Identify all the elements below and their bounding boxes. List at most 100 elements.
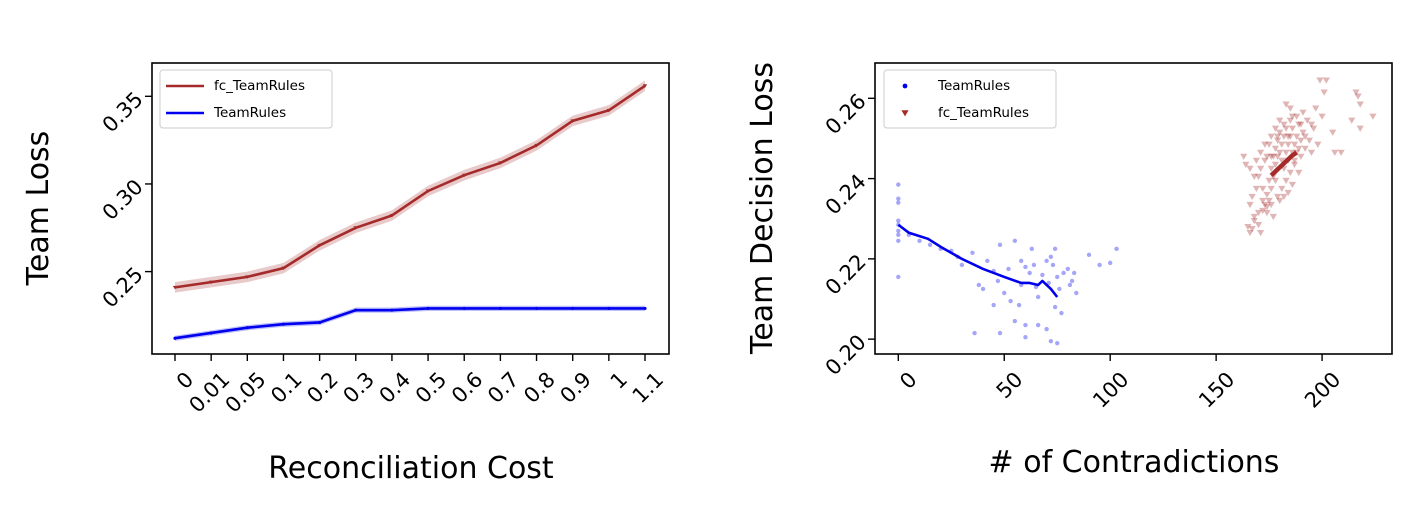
right-point-fc_TeamRules xyxy=(1263,209,1271,217)
right-point-TeamRules xyxy=(1035,322,1041,328)
right-series-fc_TeamRules xyxy=(1240,77,1377,237)
right-point-fc_TeamRules xyxy=(1248,225,1256,233)
right-point-fc_TeamRules xyxy=(1299,109,1307,116)
left-point xyxy=(606,108,612,113)
left-point xyxy=(354,308,358,312)
right-legend-marker-fc_TeamRules xyxy=(901,110,909,117)
right-point-fc_TeamRules xyxy=(1254,221,1263,229)
left-point xyxy=(498,306,502,311)
right-point-fc_TeamRules xyxy=(1316,77,1324,84)
left-legend-label-fc_TeamRules: fc_TeamRules xyxy=(214,78,305,94)
right-point-TeamRules xyxy=(1061,270,1066,276)
right-point-fc_TeamRules xyxy=(1305,137,1313,144)
right-point-TeamRules xyxy=(896,200,901,205)
right-point-fc_TeamRules xyxy=(1267,133,1275,140)
right-point-fc_TeamRules xyxy=(1314,141,1322,148)
right-point-fc_TeamRules xyxy=(1284,141,1292,148)
right-point-TeamRules xyxy=(1035,294,1041,300)
left-line-TeamRules xyxy=(174,307,645,340)
right-point-fc_TeamRules xyxy=(1244,223,1252,231)
right-point-TeamRules xyxy=(995,278,1001,284)
right-point-fc_TeamRules xyxy=(1250,217,1258,225)
left-x-axis-label: Reconciliation Cost xyxy=(268,451,554,486)
right-point-TeamRules xyxy=(1074,290,1079,296)
right-point-TeamRules xyxy=(959,262,965,268)
right-point-fc_TeamRules xyxy=(1240,153,1248,160)
right-point-TeamRules xyxy=(991,302,996,308)
right-point-TeamRules xyxy=(1059,310,1064,316)
right-point-fc_TeamRules xyxy=(1278,185,1286,193)
left-series-TeamRules xyxy=(173,305,647,341)
right-point-fc_TeamRules xyxy=(1271,161,1280,168)
right-point-fc_TeamRules xyxy=(1312,105,1320,112)
right-point-TeamRules xyxy=(1029,246,1034,252)
right-legend-label-TeamRules: TeamRules xyxy=(937,78,1010,94)
right-point-fc_TeamRules xyxy=(1320,89,1328,96)
left-point xyxy=(318,320,322,325)
right-point-TeamRules xyxy=(1008,298,1013,304)
left-point xyxy=(317,243,322,248)
right-point-fc_TeamRules xyxy=(1280,193,1288,201)
right-point-fc_TeamRules xyxy=(1273,133,1282,140)
right-trend-fc_TeamRules xyxy=(1269,150,1298,178)
right-point-fc_TeamRules xyxy=(1297,137,1305,144)
right-point-TeamRules xyxy=(1006,266,1011,272)
left-legend: fc_TeamRules TeamRules xyxy=(159,69,333,129)
right-point-TeamRules xyxy=(997,242,1003,248)
right-point-fc_TeamRules xyxy=(1288,113,1297,120)
right-point-TeamRules xyxy=(980,286,986,292)
right-point-fc_TeamRules xyxy=(1261,201,1269,209)
right-point-fc_TeamRules xyxy=(1261,157,1269,164)
right-legend-box xyxy=(883,69,1057,129)
left-point xyxy=(607,306,611,311)
right-point-fc_TeamRules xyxy=(1288,125,1297,132)
left-point xyxy=(281,322,286,326)
right-point-fc_TeamRules xyxy=(1369,113,1377,120)
right-point-TeamRules xyxy=(927,242,933,248)
left-point xyxy=(172,285,178,290)
right-point-fc_TeamRules xyxy=(1265,197,1273,205)
right-point-fc_TeamRules xyxy=(1354,93,1362,100)
right-point-fc_TeamRules xyxy=(1273,193,1282,201)
left-point xyxy=(642,84,648,88)
right-point-fc_TeamRules xyxy=(1310,125,1318,132)
left-point xyxy=(534,306,539,311)
right-point-fc_TeamRules xyxy=(1282,149,1290,156)
right-point-TeamRules xyxy=(1044,258,1049,264)
right-point-TeamRules xyxy=(1050,262,1056,268)
right-point-TeamRules xyxy=(1055,340,1060,346)
right-point-TeamRules xyxy=(1069,278,1075,284)
right-point-fc_TeamRules xyxy=(1303,117,1311,124)
right-point-TeamRules xyxy=(1067,282,1073,288)
right-point-TeamRules xyxy=(1040,272,1045,278)
right-point-fc_TeamRules xyxy=(1284,189,1292,197)
right-point-fc_TeamRules xyxy=(1269,213,1277,221)
right-point-fc_TeamRules xyxy=(1293,113,1301,120)
right-point-TeamRules xyxy=(1016,302,1022,308)
right-point-TeamRules xyxy=(1023,334,1028,340)
right-point-fc_TeamRules xyxy=(1267,153,1275,160)
right-point-TeamRules xyxy=(972,330,977,336)
right-point-fc_TeamRules xyxy=(1318,113,1326,120)
right-point-fc_TeamRules xyxy=(1299,129,1307,136)
right-point-TeamRules xyxy=(1048,338,1054,344)
right-point-fc_TeamRules xyxy=(1254,173,1263,180)
right-point-TeamRules xyxy=(985,258,990,264)
right-point-TeamRules xyxy=(1048,254,1054,260)
right-point-fc_TeamRules xyxy=(1307,121,1316,128)
right-point-TeamRules xyxy=(1107,260,1113,266)
right-point-fc_TeamRules xyxy=(1286,105,1294,112)
right-point-fc_TeamRules xyxy=(1282,177,1290,185)
right-point-TeamRules xyxy=(970,250,975,256)
right-point-fc_TeamRules xyxy=(1257,165,1265,172)
right-point-fc_TeamRules xyxy=(1293,133,1301,140)
right-point-fc_TeamRules xyxy=(1276,149,1284,156)
right-point-fc_TeamRules xyxy=(1290,157,1299,164)
right-point-TeamRules xyxy=(976,282,982,288)
right-point-TeamRules xyxy=(1086,252,1092,258)
right-point-fc_TeamRules xyxy=(1259,207,1267,215)
right-plot-frame xyxy=(874,62,1393,355)
right-point-TeamRules xyxy=(896,218,901,223)
left-point xyxy=(534,143,539,148)
